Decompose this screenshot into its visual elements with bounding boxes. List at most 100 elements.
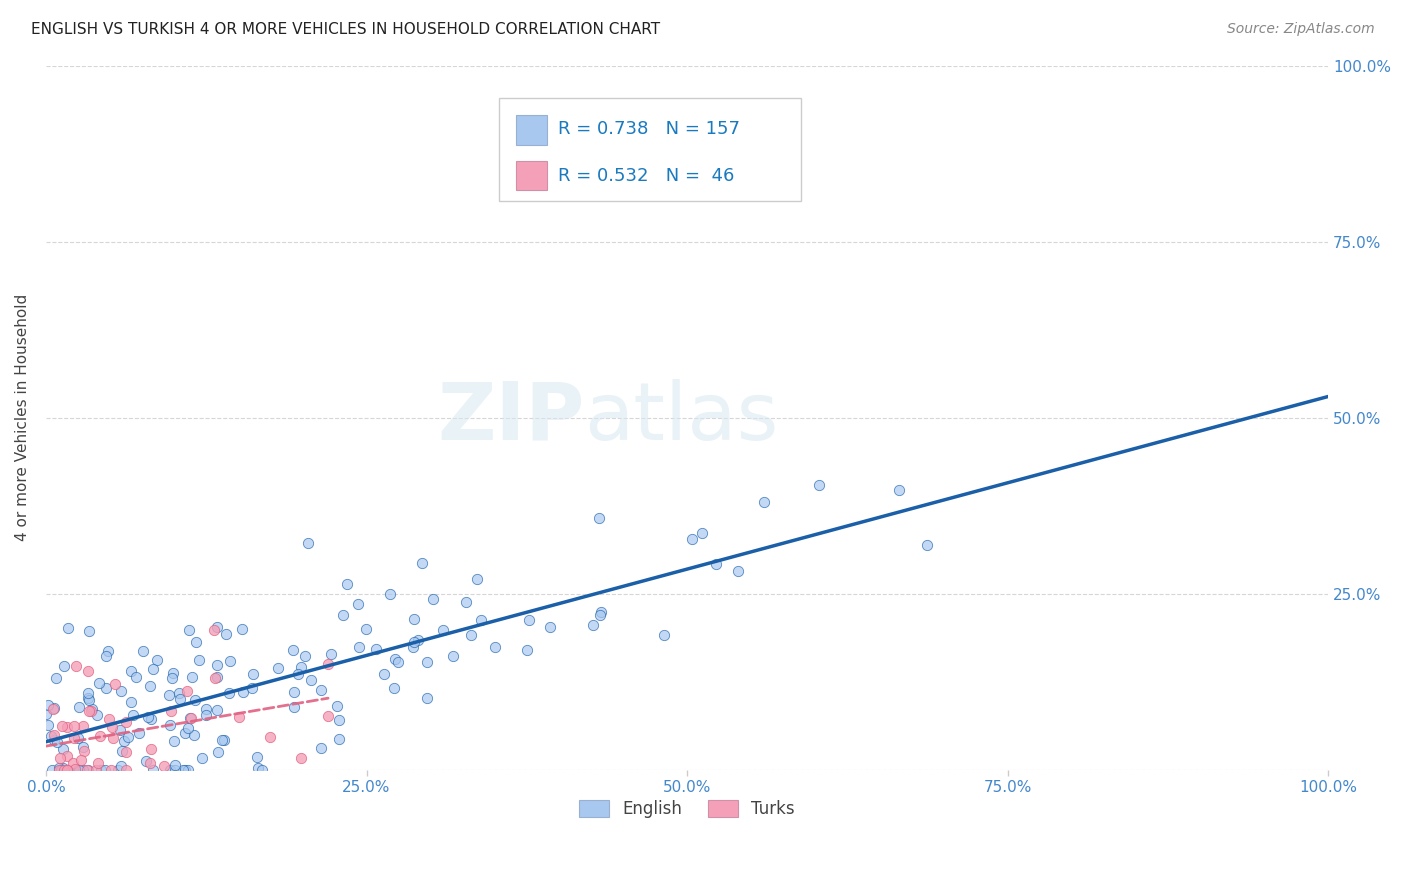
Point: [204, 671, 226, 685]
Point: [588, 510, 610, 524]
Point: [79, 704, 101, 718]
Point: [887, 483, 910, 498]
Point: [172, 763, 194, 777]
Point: [101, 731, 124, 746]
Text: ENGLISH VS TURKISH 4 OR MORE VEHICLES IN HOUSEHOLD CORRELATION CHART: ENGLISH VS TURKISH 4 OR MORE VEHICLES IN…: [31, 22, 659, 37]
Point: [752, 495, 775, 509]
Point: [80, 702, 103, 716]
Point: [267, 661, 290, 675]
Point: [77, 693, 100, 707]
Point: [588, 608, 610, 623]
Point: [89, 729, 111, 743]
Point: [42, 702, 65, 716]
Point: [139, 713, 162, 727]
Point: [283, 699, 305, 714]
Point: [415, 655, 437, 669]
Point: [294, 648, 316, 663]
Point: [347, 640, 370, 655]
Point: [382, 681, 405, 695]
Point: [180, 669, 202, 683]
Point: [347, 597, 370, 611]
Point: [290, 660, 312, 674]
Point: [328, 713, 350, 727]
Point: [211, 733, 233, 747]
Point: [406, 632, 429, 647]
Point: [287, 666, 309, 681]
Point: [205, 670, 228, 684]
Point: [90, 763, 112, 777]
Point: [174, 726, 197, 740]
Point: [184, 634, 207, 648]
Point: [115, 715, 138, 730]
Point: [582, 618, 605, 632]
Point: [35, 706, 58, 721]
Point: [240, 681, 263, 695]
Point: [336, 577, 359, 591]
Point: [97, 643, 120, 657]
Point: [169, 692, 191, 706]
Point: [87, 756, 110, 771]
Point: [77, 624, 100, 638]
Point: [55, 763, 77, 777]
Point: [152, 759, 174, 773]
Point: [67, 763, 90, 777]
Point: [48, 763, 70, 777]
Point: [51, 719, 73, 733]
Point: [214, 733, 236, 747]
Point: [41, 763, 63, 777]
Point: [136, 709, 159, 723]
Point: [205, 620, 228, 634]
Text: Source: ZipAtlas.com: Source: ZipAtlas.com: [1227, 22, 1375, 37]
Point: [195, 702, 218, 716]
Point: [415, 691, 437, 706]
Point: [55, 748, 77, 763]
Point: [37, 718, 59, 732]
Point: [77, 704, 100, 718]
Point: [384, 652, 406, 666]
Point: [56, 763, 79, 777]
Legend: English, Turks: English, Turks: [572, 794, 801, 825]
Point: [704, 557, 727, 571]
Point: [173, 763, 195, 777]
Point: [387, 655, 409, 669]
Point: [51, 741, 73, 756]
Point: [402, 612, 425, 626]
Point: [180, 711, 202, 725]
Point: [465, 572, 488, 586]
Point: [77, 763, 100, 777]
Point: [84, 763, 107, 777]
Point: [72, 719, 94, 733]
Point: [163, 757, 186, 772]
Point: [589, 605, 612, 619]
Point: [101, 720, 124, 734]
Point: [378, 587, 401, 601]
Point: [76, 686, 98, 700]
Point: [45, 671, 67, 685]
Point: [283, 642, 305, 657]
Point: [122, 708, 145, 723]
Point: [110, 684, 132, 698]
Point: [67, 731, 90, 746]
Point: [73, 744, 96, 758]
Point: [364, 642, 387, 657]
Point: [76, 763, 98, 777]
Point: [454, 594, 477, 608]
Text: R = 0.738   N = 157: R = 0.738 N = 157: [558, 120, 740, 138]
Point: [112, 734, 135, 748]
Point: [207, 657, 229, 672]
Point: [111, 744, 134, 758]
Point: [125, 670, 148, 684]
Point: [250, 763, 273, 777]
Point: [160, 671, 183, 685]
Point: [44, 701, 66, 715]
Point: [76, 690, 98, 705]
Point: [184, 693, 207, 707]
Point: [157, 688, 180, 702]
Point: [120, 664, 142, 678]
Point: [115, 763, 138, 777]
Point: [141, 742, 163, 756]
Point: [727, 564, 749, 578]
Point: [259, 730, 281, 744]
Point: [183, 728, 205, 742]
Point: [402, 640, 425, 654]
